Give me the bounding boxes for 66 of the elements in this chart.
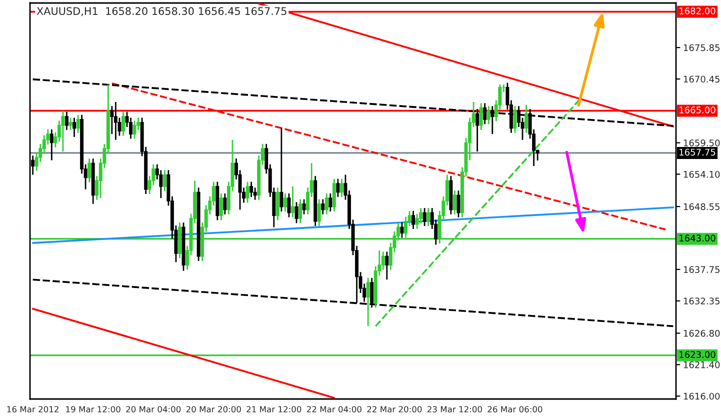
candlestick <box>366 277 370 327</box>
x-tick-label: 22 Mar 04:00 <box>306 406 362 412</box>
chart-title: XAUUSD,H1 1658.20 1658.30 1656.45 1657.75 <box>36 7 286 16</box>
candlestick <box>324 192 328 216</box>
candlestick <box>336 178 340 198</box>
candlestick <box>246 181 250 204</box>
ref-line-label: 1623.00 <box>680 351 716 358</box>
x-tick-label: 26 Mar 06:00 <box>488 406 542 412</box>
candlestick <box>61 110 65 152</box>
candlestick <box>452 190 456 216</box>
candlestick <box>219 192 223 221</box>
y-tick-label: 1659.50 <box>684 139 720 146</box>
y-tick-label: 1648.55 <box>684 203 720 210</box>
candlestick <box>162 169 166 192</box>
candlestick <box>223 192 227 216</box>
ref-line-label: 1657.75 <box>680 148 716 156</box>
ref-line-label: 1643.00 <box>680 234 716 242</box>
candlestick <box>290 186 294 218</box>
candlestick <box>524 104 528 134</box>
candlestick <box>479 102 483 131</box>
x-tick-label: 16 Mar 2012 <box>7 406 58 412</box>
y-tick-label: 1670.45 <box>684 76 720 83</box>
ref-line-label: 1682.00 <box>680 8 716 14</box>
y-tick-label: 1675.85 <box>684 44 720 52</box>
candlestick <box>283 192 287 212</box>
y-tick-label: 1616.00 <box>684 392 720 400</box>
candlestick <box>276 186 280 221</box>
candlestick <box>64 111 68 131</box>
candlestick <box>88 158 92 184</box>
candlestick <box>317 198 321 227</box>
candlestick <box>250 181 254 198</box>
y-tick-label: 1621.40 <box>684 361 720 368</box>
y-tick-label: 1626.80 <box>684 330 720 337</box>
candlestick <box>280 128 284 212</box>
candlestick <box>400 222 404 238</box>
candlestick <box>412 210 416 230</box>
candlestick <box>456 190 460 218</box>
candlestick <box>121 111 125 136</box>
candlestick <box>50 128 54 161</box>
x-tick-label: 22 Mar 20:00 <box>367 406 422 412</box>
candlestick <box>426 207 430 227</box>
y-tick-label: 1654.10 <box>684 170 720 178</box>
candlestick <box>298 198 302 224</box>
candlestick <box>76 114 80 134</box>
candlestick <box>302 198 306 216</box>
candlestick <box>328 192 332 212</box>
candlestick <box>114 101 118 141</box>
candlestick <box>486 105 490 125</box>
x-tick-label: 23 Mar 12:00 <box>427 406 482 412</box>
candlestick <box>132 120 136 140</box>
candlestick <box>321 198 325 216</box>
candlestick <box>340 178 344 198</box>
candlestick <box>332 178 336 212</box>
x-tick-label: 20 Mar 04:00 <box>126 406 181 412</box>
candlestick <box>483 102 487 125</box>
candlestick <box>513 105 517 134</box>
x-tick-label: 20 Mar 20:00 <box>186 406 241 412</box>
y-tick-label: 1632.35 <box>684 298 720 304</box>
candlestick <box>422 207 426 227</box>
candlestick <box>287 192 291 218</box>
ref-line-label: 1665.00 <box>680 106 716 114</box>
candlestick <box>72 117 76 138</box>
x-tick-label: 19 Mar 12:00 <box>66 406 120 412</box>
x-tick-label: 21 Mar 12:00 <box>246 406 302 412</box>
y-tick-label: 1637.75 <box>684 266 720 273</box>
candlestick <box>385 250 389 280</box>
